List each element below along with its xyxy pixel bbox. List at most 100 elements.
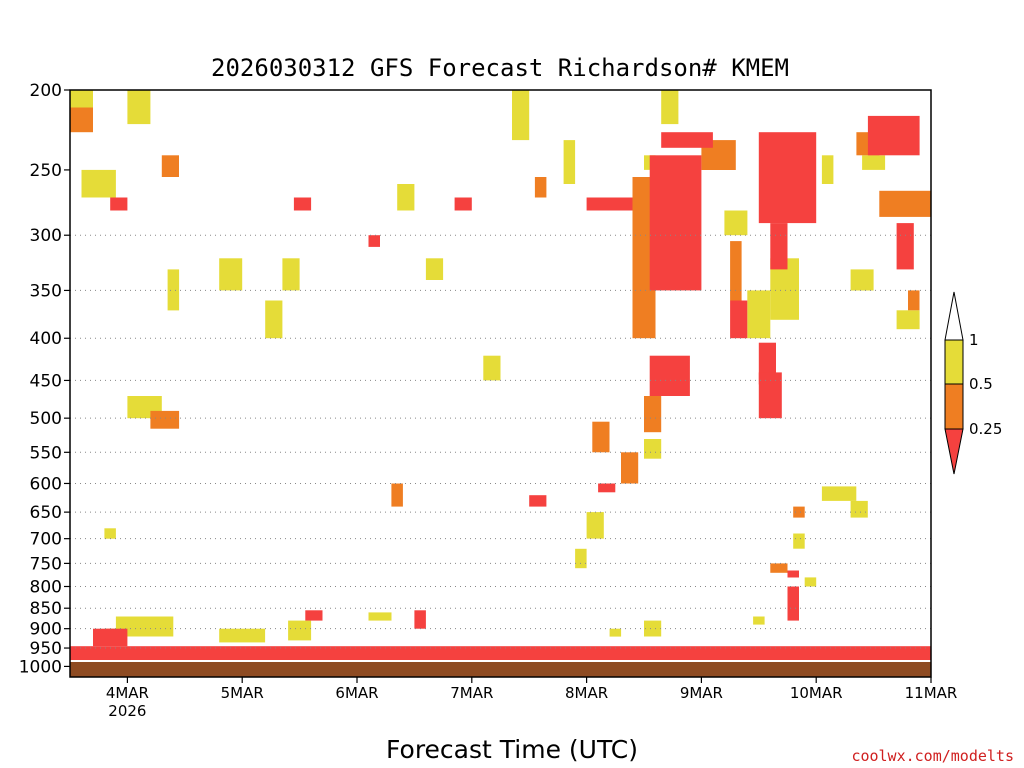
heatmap-cell xyxy=(787,570,799,578)
x-tick-label: 9MAR xyxy=(680,684,723,702)
x-tick-label: 7MAR xyxy=(450,684,493,702)
heatmap-cell xyxy=(661,132,713,148)
heatmap-cell xyxy=(804,577,817,587)
heatmap-cell xyxy=(730,300,748,339)
heatmap-cell xyxy=(586,512,604,539)
heatmap-cell xyxy=(167,269,180,311)
heatmap-cell xyxy=(770,563,788,573)
heatmap-cell xyxy=(649,155,702,291)
heatmap-cell xyxy=(850,500,868,518)
x-axis-label: Forecast Time (UTC) xyxy=(386,735,638,764)
y-tick-label: 500 xyxy=(30,409,62,429)
y-tick-label: 800 xyxy=(30,577,62,597)
x-tick-label: 8MAR xyxy=(565,684,608,702)
legend-label: 0.5 xyxy=(969,375,993,393)
heatmap-cell xyxy=(219,628,266,643)
heatmap-cell xyxy=(879,190,931,217)
heatmap-cell xyxy=(104,528,116,539)
y-tick-label: 850 xyxy=(30,599,62,619)
heatmap-cell xyxy=(563,140,576,184)
heatmap-cell xyxy=(534,177,547,198)
heatmap-cell xyxy=(93,628,128,647)
heatmap-cell xyxy=(661,90,679,125)
y-tick-label: 1000 xyxy=(19,657,62,677)
y-tick-label: 900 xyxy=(30,620,62,640)
heatmap-cell xyxy=(793,506,805,518)
heatmap-cell xyxy=(621,452,639,484)
credit-text: coolwx.com/modelts xyxy=(851,747,1014,765)
legend-label: 0.25 xyxy=(969,420,1002,438)
heatmap-cell xyxy=(397,184,415,211)
heatmap-cell xyxy=(644,620,662,637)
legend-label: 1 xyxy=(969,331,979,349)
heatmap-cell xyxy=(414,610,426,629)
legend-swatch xyxy=(944,339,964,385)
chart-title: 2026030312 GFS Forecast Richardson# KMEM xyxy=(211,54,789,82)
heatmap-cell xyxy=(70,90,93,108)
y-tick-label: 300 xyxy=(30,226,62,246)
heatmap-cell xyxy=(425,258,444,280)
plot-area xyxy=(70,90,931,677)
heatmap-cell xyxy=(896,310,920,330)
heatmap-cell xyxy=(586,197,633,211)
heatmap-cell xyxy=(649,355,690,396)
y-tick-label: 700 xyxy=(30,530,62,550)
heatmap-cell xyxy=(908,290,920,311)
heatmap-cell xyxy=(305,610,323,621)
heatmap-cell xyxy=(862,155,886,170)
heatmap-cell xyxy=(150,410,180,429)
heatmap-cell xyxy=(391,483,403,507)
heatmap-cell xyxy=(867,115,920,156)
legend-swatch-below-025 xyxy=(944,428,964,475)
heatmap-cell xyxy=(724,210,748,236)
heatmap-cell xyxy=(644,396,662,433)
y-tick-label: 950 xyxy=(30,639,62,659)
heatmap-cell xyxy=(821,486,857,501)
heatmap-cell xyxy=(821,155,834,184)
plot-frame xyxy=(69,89,932,678)
heatmap-cell xyxy=(288,620,312,641)
y-tick-label: 400 xyxy=(30,329,62,349)
heatmap-cell xyxy=(609,628,622,637)
heatmap-cell xyxy=(127,90,151,125)
heatmap-cell xyxy=(787,586,799,621)
heatmap-cell xyxy=(793,533,805,549)
heatmap-cell xyxy=(70,107,93,133)
heatmap-cell xyxy=(512,90,530,141)
heatmap-cell xyxy=(110,197,128,211)
y-tick-label: 250 xyxy=(30,161,62,181)
heatmap-cell xyxy=(454,197,472,211)
y-tick-label: 550 xyxy=(30,443,62,463)
heatmap-cell xyxy=(368,235,380,247)
legend-swatch xyxy=(944,383,964,430)
legend: 1 0.5 0.25 xyxy=(944,291,1002,475)
heatmap-cell xyxy=(282,258,300,291)
heatmap-cell xyxy=(293,197,312,211)
y-tick-label: 450 xyxy=(30,371,62,391)
heatmap-cell xyxy=(758,132,817,224)
x-tick-label: 11MAR xyxy=(905,684,958,702)
x-tick-label: 5MAR xyxy=(221,684,264,702)
legend-swatch-above-1 xyxy=(944,291,964,341)
y-tick-label: 750 xyxy=(30,554,62,574)
heatmap-cell xyxy=(265,300,283,339)
heatmap-cell xyxy=(747,290,771,339)
heatmap-cell xyxy=(161,155,179,177)
heatmap-cell xyxy=(753,616,765,625)
axes: 2002503003504004505005506006507007508008… xyxy=(19,81,958,720)
x-tick-label: 6MAR xyxy=(335,684,378,702)
heatmap-cell xyxy=(483,355,501,381)
heatmap-cell xyxy=(115,616,174,637)
heatmap-cell xyxy=(730,241,742,301)
y-tick-label: 350 xyxy=(30,281,62,301)
ground-band xyxy=(70,662,931,677)
heatmap-cell xyxy=(598,483,616,493)
y-tick-label: 200 xyxy=(30,81,62,101)
heatmap-cell xyxy=(850,269,874,291)
heatmap-cell xyxy=(219,258,243,291)
y-tick-label: 650 xyxy=(30,503,62,523)
heatmap-cell xyxy=(644,439,662,459)
heatmap-cell xyxy=(770,223,788,270)
heatmap-cell xyxy=(575,548,587,569)
